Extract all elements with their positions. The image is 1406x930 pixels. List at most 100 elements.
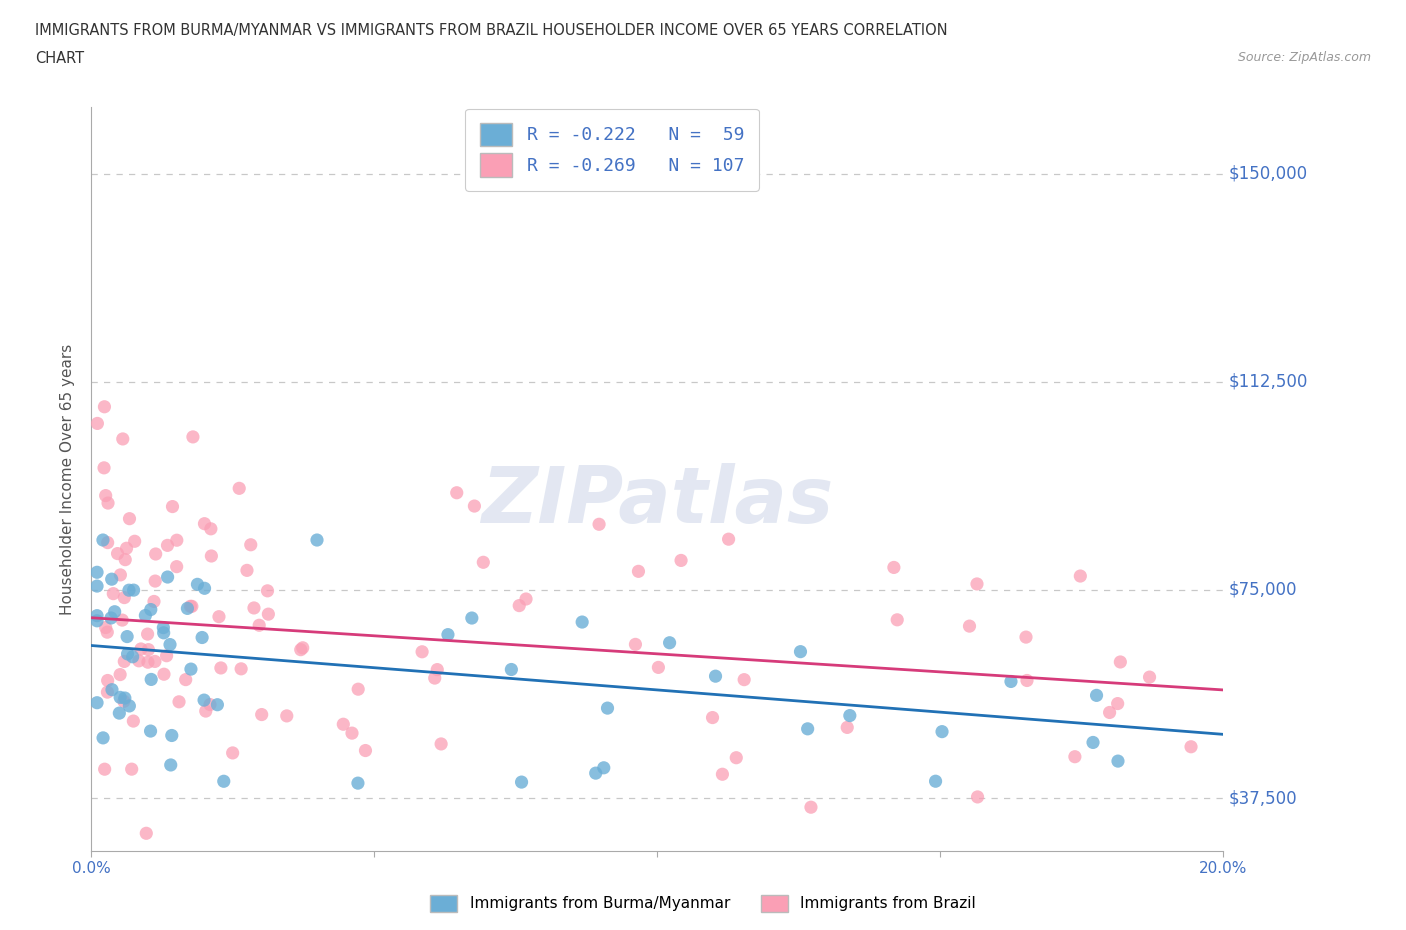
Point: [141, 672, 163, 687]
Point: [101, 683, 124, 698]
Point: [180, 599, 202, 614]
Point: [247, 618, 270, 632]
Point: [647, 660, 669, 675]
Point: [129, 642, 152, 657]
Point: [243, 601, 266, 616]
Point: [966, 790, 988, 804]
Point: [886, 612, 908, 627]
Point: [200, 549, 222, 564]
Point: [155, 648, 177, 663]
Point: [136, 627, 159, 642]
Point: [717, 532, 740, 547]
Point: [91, 533, 114, 548]
Point: [112, 694, 135, 709]
Point: [115, 541, 138, 556]
Point: [143, 574, 166, 589]
Point: [128, 654, 150, 669]
Point: [108, 667, 131, 682]
Point: [118, 583, 141, 598]
Point: [153, 667, 176, 682]
Text: Source: ZipAtlas.com: Source: ZipAtlas.com: [1237, 51, 1371, 64]
Point: [86, 608, 108, 623]
Point: [704, 669, 727, 684]
Point: [1085, 688, 1108, 703]
Point: [124, 534, 146, 549]
Point: [162, 499, 184, 514]
Point: [796, 722, 818, 737]
Point: [510, 775, 533, 790]
Point: [110, 567, 132, 582]
Point: [446, 485, 468, 500]
Point: [97, 496, 120, 511]
Point: [208, 609, 231, 624]
Point: [193, 693, 215, 708]
Point: [966, 857, 988, 872]
Point: [305, 533, 328, 548]
Point: [160, 728, 183, 743]
Text: CHART: CHART: [35, 51, 84, 66]
Point: [138, 643, 160, 658]
Point: [592, 761, 614, 776]
Point: [588, 517, 610, 532]
Point: [883, 560, 905, 575]
Point: [354, 743, 377, 758]
Point: [118, 512, 141, 526]
Point: [193, 581, 215, 596]
Point: [426, 662, 449, 677]
Point: [1107, 753, 1129, 768]
Point: [430, 737, 453, 751]
Point: [97, 535, 120, 550]
Point: [228, 481, 250, 496]
Point: [135, 826, 157, 841]
Point: [256, 583, 278, 598]
Point: [257, 606, 280, 621]
Point: [152, 620, 174, 635]
Point: [159, 758, 181, 773]
Point: [1180, 739, 1202, 754]
Point: [86, 614, 108, 629]
Point: [143, 594, 166, 609]
Point: [276, 709, 298, 724]
Point: [166, 533, 188, 548]
Point: [114, 552, 136, 567]
Point: [221, 746, 243, 761]
Text: ZIPatlas: ZIPatlas: [481, 463, 834, 539]
Point: [139, 602, 162, 617]
Point: [156, 569, 179, 584]
Point: [627, 564, 650, 578]
Point: [111, 432, 134, 446]
Point: [96, 625, 118, 640]
Point: [347, 776, 370, 790]
Point: [86, 565, 108, 579]
Point: [112, 654, 135, 669]
Point: [93, 762, 115, 777]
Point: [340, 725, 363, 740]
Point: [658, 635, 681, 650]
Point: [174, 672, 197, 687]
Point: [108, 706, 131, 721]
Point: [711, 767, 734, 782]
Point: [585, 765, 607, 780]
Point: [959, 618, 981, 633]
Point: [134, 608, 156, 623]
Legend: Immigrants from Burma/Myanmar, Immigrants from Brazil: Immigrants from Burma/Myanmar, Immigrant…: [423, 889, 983, 918]
Point: [96, 684, 118, 699]
Point: [143, 654, 166, 669]
Point: [931, 724, 953, 739]
Point: [1063, 750, 1085, 764]
Point: [191, 630, 214, 644]
Point: [91, 730, 114, 745]
Point: [571, 615, 593, 630]
Point: [463, 498, 485, 513]
Point: [291, 641, 314, 656]
Point: [112, 591, 135, 605]
Legend: R = -0.222   N =  59, R = -0.269   N = 107: R = -0.222 N = 59, R = -0.269 N = 107: [465, 109, 759, 191]
Point: [239, 538, 262, 552]
Point: [100, 572, 122, 587]
Point: [1081, 735, 1104, 750]
Point: [1000, 674, 1022, 689]
Point: [156, 538, 179, 552]
Y-axis label: Householder Income Over 65 years: Householder Income Over 65 years: [60, 343, 76, 615]
Point: [966, 577, 988, 591]
Point: [198, 698, 221, 712]
